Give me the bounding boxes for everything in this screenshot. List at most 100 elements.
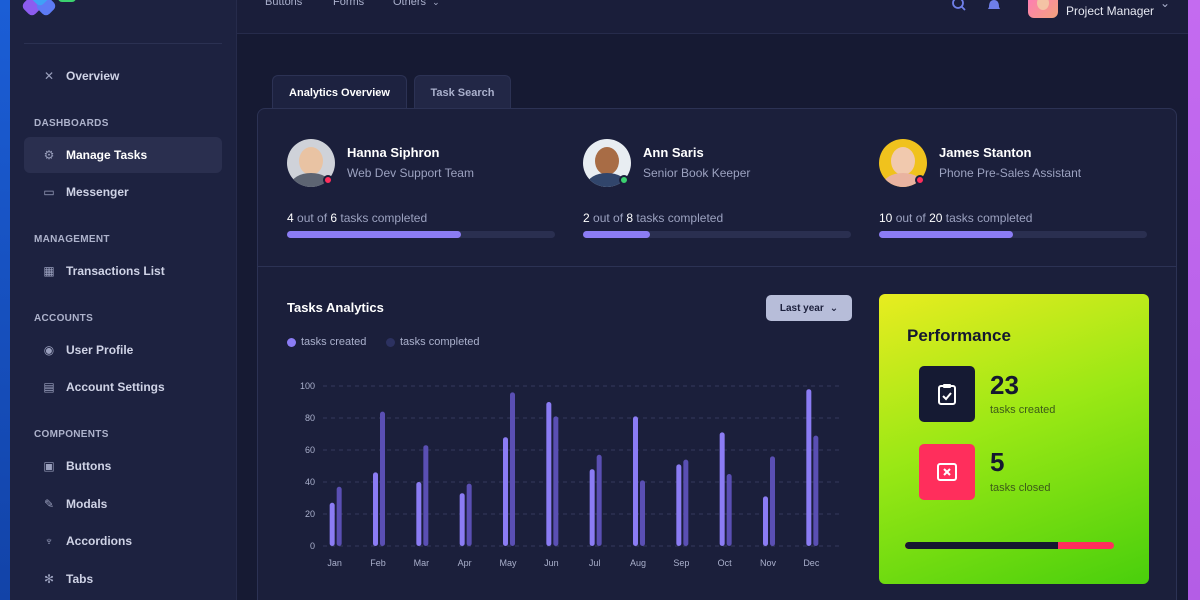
search-icon[interactable] (951, 0, 967, 14)
bar-completed[interactable] (380, 411, 385, 546)
x-tick-label: Mar (414, 558, 430, 568)
person-role: Senior Book Keeper (643, 166, 751, 180)
topnav-forms[interactable]: Forms (333, 0, 365, 8)
progress-text: 4 out of 6 tasks completed (287, 211, 428, 225)
bar-completed[interactable] (553, 416, 559, 546)
bar-completed[interactable] (813, 435, 819, 546)
legend-item-completed[interactable]: tasks completed (386, 336, 479, 348)
bell-icon[interactable] (986, 0, 1002, 14)
x-tick-label: Jul (589, 558, 601, 568)
person-card-james: James Stanton Phone Pre-Sales Assistant … (879, 139, 1147, 239)
sidebar-item-accordions[interactable]: ♆ Accordions (24, 523, 222, 559)
period-dropdown[interactable]: Last year ⌄ (766, 295, 852, 321)
sidebar-item-label: Modals (66, 497, 108, 511)
bar-completed[interactable] (510, 392, 515, 546)
tasks-closed-count: 5 (990, 447, 1005, 477)
x-tick-label: Dec (803, 558, 820, 568)
pen-icon: ✎ (43, 497, 55, 511)
tools-icon: ✕ (43, 69, 55, 83)
topnav-others-label: Others (393, 0, 427, 8)
x-tick-label: Sep (673, 558, 689, 568)
bar-created[interactable] (373, 472, 378, 546)
chart-title: Tasks Analytics (287, 300, 384, 315)
cog-icon: ✻ (43, 572, 55, 586)
bar-created[interactable] (719, 432, 725, 546)
sidebar-item-label: Tabs (66, 572, 94, 586)
avatar (879, 139, 927, 187)
left-edge (0, 0, 10, 600)
progress-fill (583, 231, 650, 238)
bar-completed[interactable] (770, 456, 775, 546)
sidebar-item-account-settings[interactable]: ▤ Account Settings (24, 369, 222, 405)
bar-completed[interactable] (336, 486, 342, 546)
bar-completed[interactable] (640, 480, 645, 546)
person-name: James Stanton (939, 145, 1032, 160)
logo[interactable] (20, 0, 84, 24)
bar-created[interactable] (546, 402, 552, 546)
bar-created[interactable] (503, 437, 508, 546)
sidebar-item-transactions-list[interactable]: ▦ Transactions List (24, 253, 222, 289)
avatar (287, 139, 335, 187)
tab-task-search[interactable]: Task Search (414, 75, 511, 110)
topnav-buttons[interactable]: Buttons (265, 0, 303, 8)
sidebar-item-label: Accordions (66, 534, 133, 548)
settings-list-icon: ▤ (43, 380, 55, 394)
bar-created[interactable] (676, 464, 682, 546)
card-divider (258, 266, 1176, 267)
bar-completed[interactable] (466, 483, 472, 546)
bar-completed[interactable] (683, 459, 689, 546)
chevron-down-icon: ⌄ (432, 0, 440, 7)
chevron-down-icon: ⌄ (829, 302, 839, 314)
bar-created[interactable] (763, 496, 768, 546)
topnav-others[interactable]: Others ⌄ (393, 0, 440, 8)
sidebar-item-user-profile[interactable]: ◉ User Profile (24, 332, 222, 368)
sidebar-item-tabs[interactable]: ✻ Tabs (24, 561, 222, 597)
progress-bar (879, 231, 1147, 238)
progress-bar (583, 231, 851, 238)
sidebar-item-modals[interactable]: ✎ Modals (24, 486, 222, 522)
chevron-down-icon[interactable]: ⌄ (1160, 0, 1171, 10)
close-box-icon (919, 444, 975, 500)
progress-text: 2 out of 8 tasks completed (583, 211, 724, 225)
x-tick-label: Jun (544, 558, 559, 568)
status-dot (619, 175, 629, 185)
performance-title: Performance (907, 326, 1011, 345)
trophy-icon: ♆ (44, 534, 54, 548)
period-label: Last year (779, 302, 824, 314)
y-tick-label: 20 (305, 509, 315, 519)
y-tick-label: 40 (305, 477, 315, 487)
tasks-created-count: 23 (990, 370, 1019, 400)
bar-completed[interactable] (596, 454, 602, 546)
sidebar: ✕ Overview DASHBOARDS ⚙ Manage Tasks ▭ M… (10, 0, 237, 600)
person-name: Hanna Siphron (347, 145, 440, 160)
sidebar-item-label: Transactions List (66, 264, 165, 278)
avatar[interactable] (1028, 0, 1058, 18)
x-tick-label: Apr (458, 558, 472, 568)
bar-created[interactable] (416, 482, 422, 546)
bar-created[interactable] (633, 416, 638, 546)
progress-fill (879, 231, 1013, 238)
sidebar-item-label: Buttons (66, 459, 112, 473)
user-role[interactable]: Project Manager (1066, 4, 1155, 18)
sidebar-item-buttons[interactable]: ▣ Buttons (24, 448, 222, 484)
progress-text: 10 out of 20 tasks completed (879, 211, 1033, 225)
sidebar-item-manage-tasks[interactable]: ⚙ Manage Tasks (24, 137, 222, 173)
bar-created[interactable] (459, 493, 465, 546)
bar-created[interactable] (589, 469, 595, 546)
sidebar-item-messenger[interactable]: ▭ Messenger (24, 174, 222, 210)
person-card-ann: Ann Saris Senior Book Keeper 2 out of 8 … (583, 139, 851, 239)
bar-completed[interactable] (423, 445, 429, 546)
bar-created[interactable] (806, 389, 812, 546)
chat-icon: ▭ (43, 185, 55, 199)
performance-bar (905, 542, 1114, 549)
bar-completed[interactable] (726, 474, 732, 546)
sidebar-item-label: Manage Tasks (66, 148, 148, 162)
tab-analytics-overview[interactable]: Analytics Overview (272, 75, 407, 110)
legend-dot (287, 337, 296, 347)
x-tick-label: Aug (630, 558, 646, 568)
tasks-created-label: tasks created (990, 404, 1056, 416)
bar-created[interactable] (329, 502, 335, 546)
legend-item-created[interactable]: tasks created (287, 336, 366, 348)
sidebar-item-overview[interactable]: ✕ Overview (24, 58, 222, 94)
tasks-chart: 0 20 40 60 80 100 Jan Feb Mar Apr May Jun Jul Aug Sep O… (300, 381, 843, 568)
